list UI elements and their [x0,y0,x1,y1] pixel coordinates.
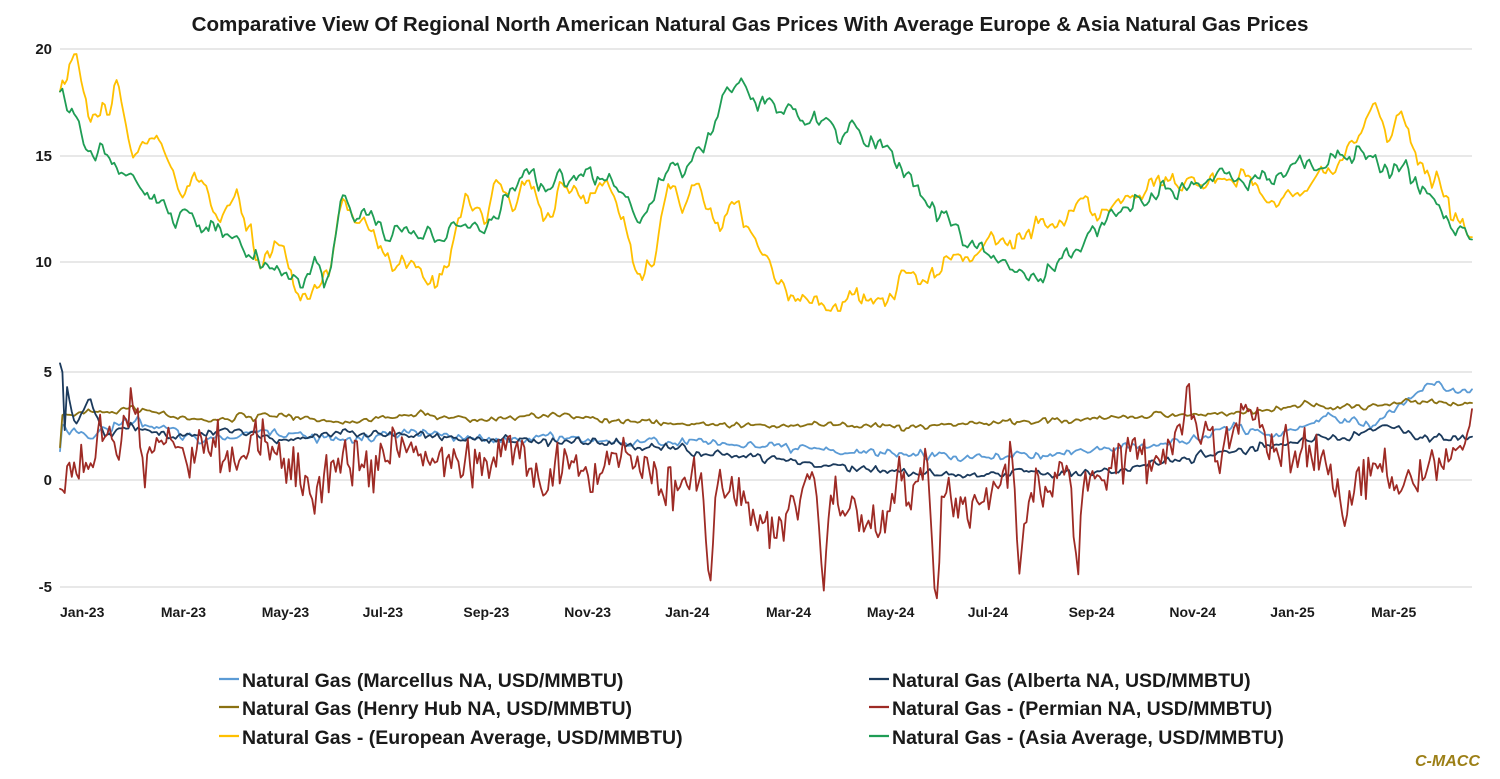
svg-text:15: 15 [35,148,52,165]
svg-text:Jan-24: Jan-24 [665,604,710,620]
svg-text:Sep-23: Sep-23 [463,604,509,620]
svg-text:10: 10 [35,254,52,271]
svg-text:5: 5 [44,364,52,381]
svg-text:Sep-24: Sep-24 [1069,604,1115,620]
svg-text:Mar-24: Mar-24 [766,604,811,620]
svg-text:Natural Gas - (Asia Average, U: Natural Gas - (Asia Average, USD/MMBTU) [892,727,1284,749]
svg-text:Comparative View Of Regional N: Comparative View Of Regional North Ameri… [192,13,1309,36]
svg-text:Mar-23: Mar-23 [161,604,206,620]
svg-text:Nov-24: Nov-24 [1169,604,1216,620]
svg-text:0: 0 [44,472,52,489]
svg-text:May-23: May-23 [262,604,310,620]
svg-text:May-24: May-24 [867,604,915,620]
svg-text:Natural Gas - (European Averag: Natural Gas - (European Average, USD/MMB… [242,727,683,749]
svg-text:Jan-25: Jan-25 [1270,604,1315,620]
svg-text:Jul-23: Jul-23 [363,604,404,620]
svg-text:Natural Gas - (Permian NA, USD: Natural Gas - (Permian NA, USD/MMBTU) [892,698,1272,720]
svg-text:20: 20 [35,41,52,58]
svg-text:-5: -5 [39,579,52,596]
svg-text:Mar-25: Mar-25 [1371,604,1416,620]
svg-text:Natural Gas (Alberta NA, USD/M: Natural Gas (Alberta NA, USD/MMBTU) [892,670,1251,692]
svg-text:Natural Gas (Marcellus NA, USD: Natural Gas (Marcellus NA, USD/MMBTU) [242,670,623,692]
svg-text:Jan-23: Jan-23 [60,604,105,620]
svg-text:Jul-24: Jul-24 [968,604,1009,620]
svg-text:C-MACC: C-MACC [1415,753,1480,770]
svg-text:Natural Gas (Henry Hub NA, USD: Natural Gas (Henry Hub NA, USD/MMBTU) [242,698,632,720]
svg-text:Nov-23: Nov-23 [564,604,611,620]
